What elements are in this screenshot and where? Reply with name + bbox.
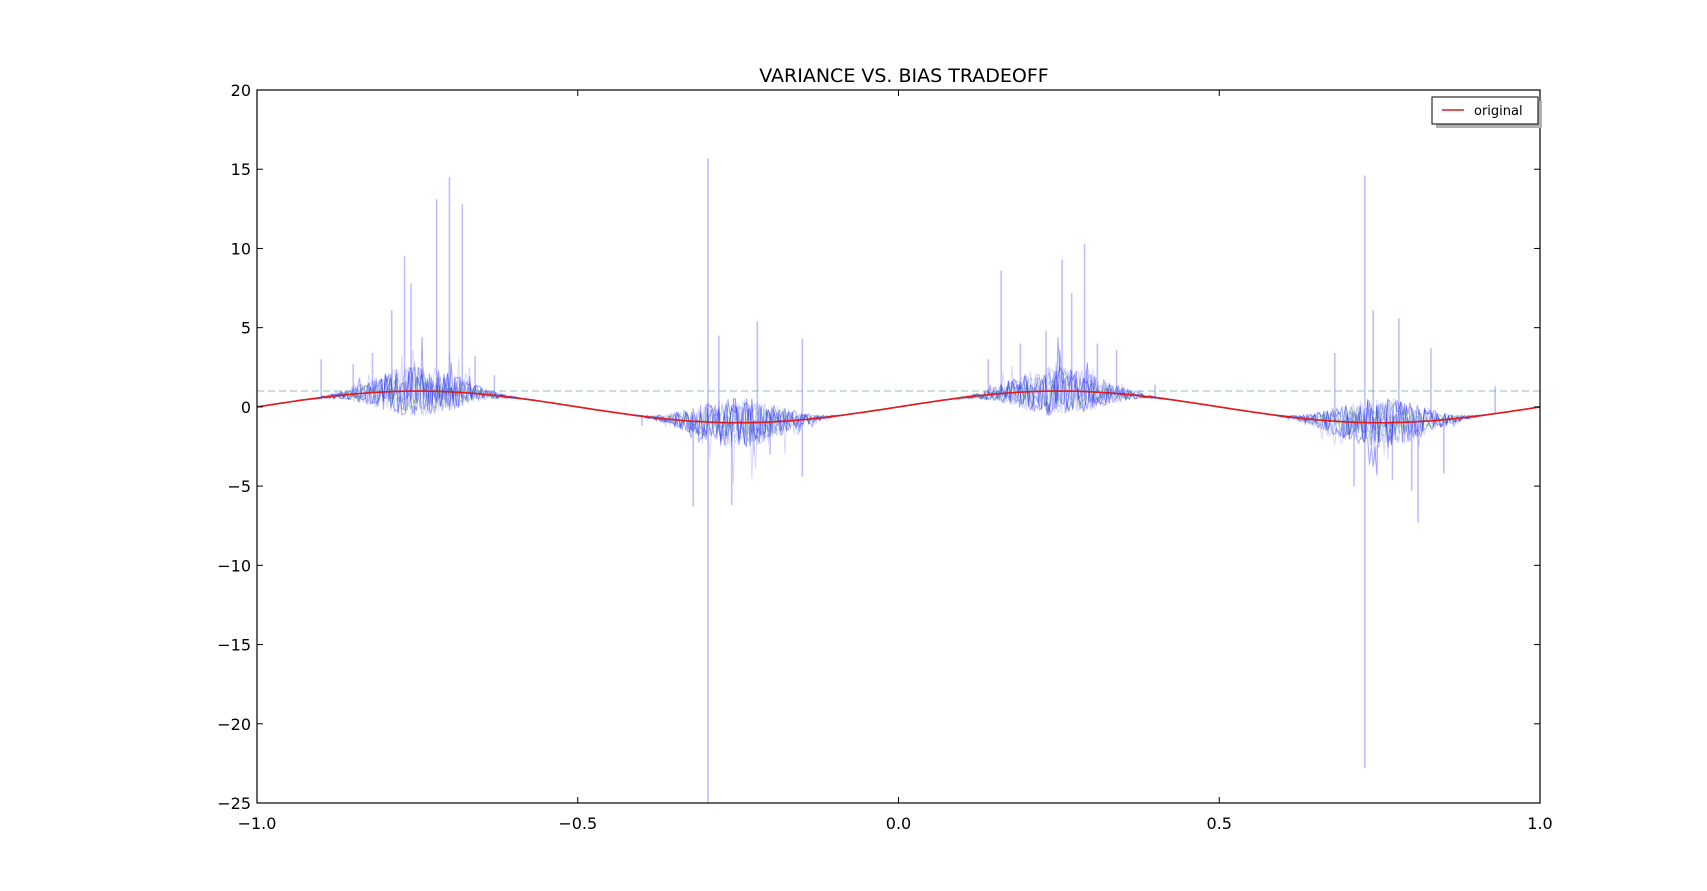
plot-area [257,90,1540,803]
y-tick-label: −20 [217,715,251,734]
y-tick-label: 20 [231,81,251,100]
x-tick-label: −0.5 [558,814,597,833]
x-tick-label: 0.0 [886,814,911,833]
y-tick-label: 10 [231,239,251,258]
legend: original [1431,96,1542,128]
series-layer [257,158,1540,803]
x-axis: −1.0 −0.5 0.0 0.5 1.0 [238,90,1553,833]
y-tick-label: −15 [217,636,251,655]
chart-title: VARIANCE VS. BIAS TRADEOFF [759,65,1048,87]
y-tick-label: −25 [217,794,251,813]
x-tick-label: 0.5 [1207,814,1232,833]
x-tick-label: −1.0 [238,814,277,833]
y-tick-label: 15 [231,160,251,179]
y-tick-label: −10 [217,556,251,575]
dashed-fit-line [257,369,1540,444]
original-series-line [257,390,1540,424]
y-tick-label: 5 [241,319,251,338]
legend-label-original: original [1474,104,1523,119]
y-axis: −25 −20 −15 −10 −5 0 5 10 15 20 [217,81,1540,813]
x-tick-label: 1.0 [1527,814,1552,833]
y-tick-label: −5 [227,477,251,496]
y-tick-label: 0 [241,398,251,417]
